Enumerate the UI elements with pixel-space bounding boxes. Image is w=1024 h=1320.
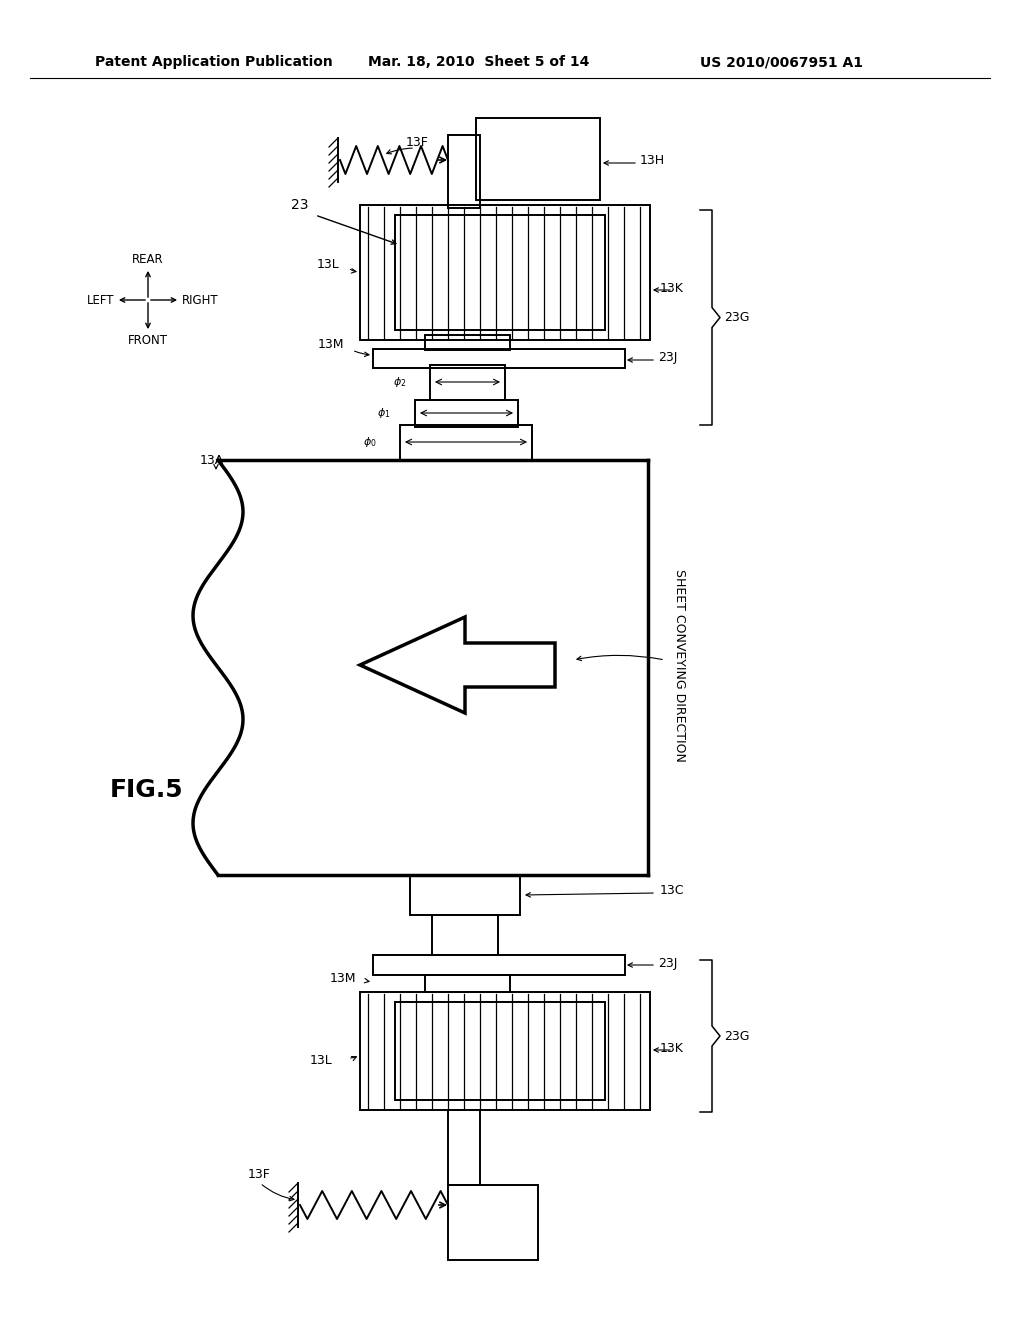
Text: $\phi_0$: $\phi_0$	[364, 436, 377, 449]
Text: 13H: 13H	[640, 153, 666, 166]
Text: FRONT: FRONT	[128, 334, 168, 347]
Bar	[430, 366, 505, 400]
Text: 13A: 13A	[200, 454, 224, 466]
Text: 23: 23	[291, 198, 309, 213]
Bar	[410, 875, 520, 915]
Bar	[432, 915, 498, 954]
Text: 13C: 13C	[660, 883, 684, 896]
Text: LEFT: LEFT	[86, 293, 114, 306]
Bar	[425, 975, 510, 993]
Text: 23G: 23G	[724, 1030, 750, 1043]
Bar	[425, 335, 510, 350]
Text: SHEET CONVEYING DIRECTION: SHEET CONVEYING DIRECTION	[674, 569, 686, 762]
Bar	[449, 1110, 480, 1185]
Text: 13M: 13M	[330, 972, 356, 985]
Bar	[476, 117, 600, 201]
Bar	[400, 425, 532, 459]
Bar	[449, 135, 480, 209]
Text: 23J: 23J	[658, 351, 677, 364]
Text: $\phi_1$: $\phi_1$	[378, 407, 391, 420]
Bar	[373, 348, 625, 368]
Bar	[415, 400, 518, 426]
Bar	[395, 1002, 605, 1100]
Text: Patent Application Publication: Patent Application Publication	[95, 55, 333, 69]
Bar	[395, 215, 605, 330]
Bar	[449, 1185, 538, 1261]
Text: 13K: 13K	[660, 1041, 684, 1055]
Text: $\phi_2$: $\phi_2$	[392, 375, 406, 389]
Bar	[373, 954, 625, 975]
Text: US 2010/0067951 A1: US 2010/0067951 A1	[700, 55, 863, 69]
Text: 13L: 13L	[317, 257, 340, 271]
Text: REAR: REAR	[132, 253, 164, 267]
Text: 13F: 13F	[248, 1168, 271, 1181]
Text: RIGHT: RIGHT	[182, 293, 219, 306]
Text: 13F: 13F	[406, 136, 428, 149]
Text: 13K: 13K	[660, 281, 684, 294]
Text: FIG.5: FIG.5	[110, 777, 183, 803]
Text: 23G: 23G	[724, 312, 750, 323]
Text: 23J: 23J	[658, 957, 677, 969]
Text: 13M: 13M	[318, 338, 344, 351]
Bar	[360, 205, 650, 341]
Bar	[360, 993, 650, 1110]
Text: Mar. 18, 2010  Sheet 5 of 14: Mar. 18, 2010 Sheet 5 of 14	[368, 55, 590, 69]
Text: 13L: 13L	[310, 1053, 333, 1067]
